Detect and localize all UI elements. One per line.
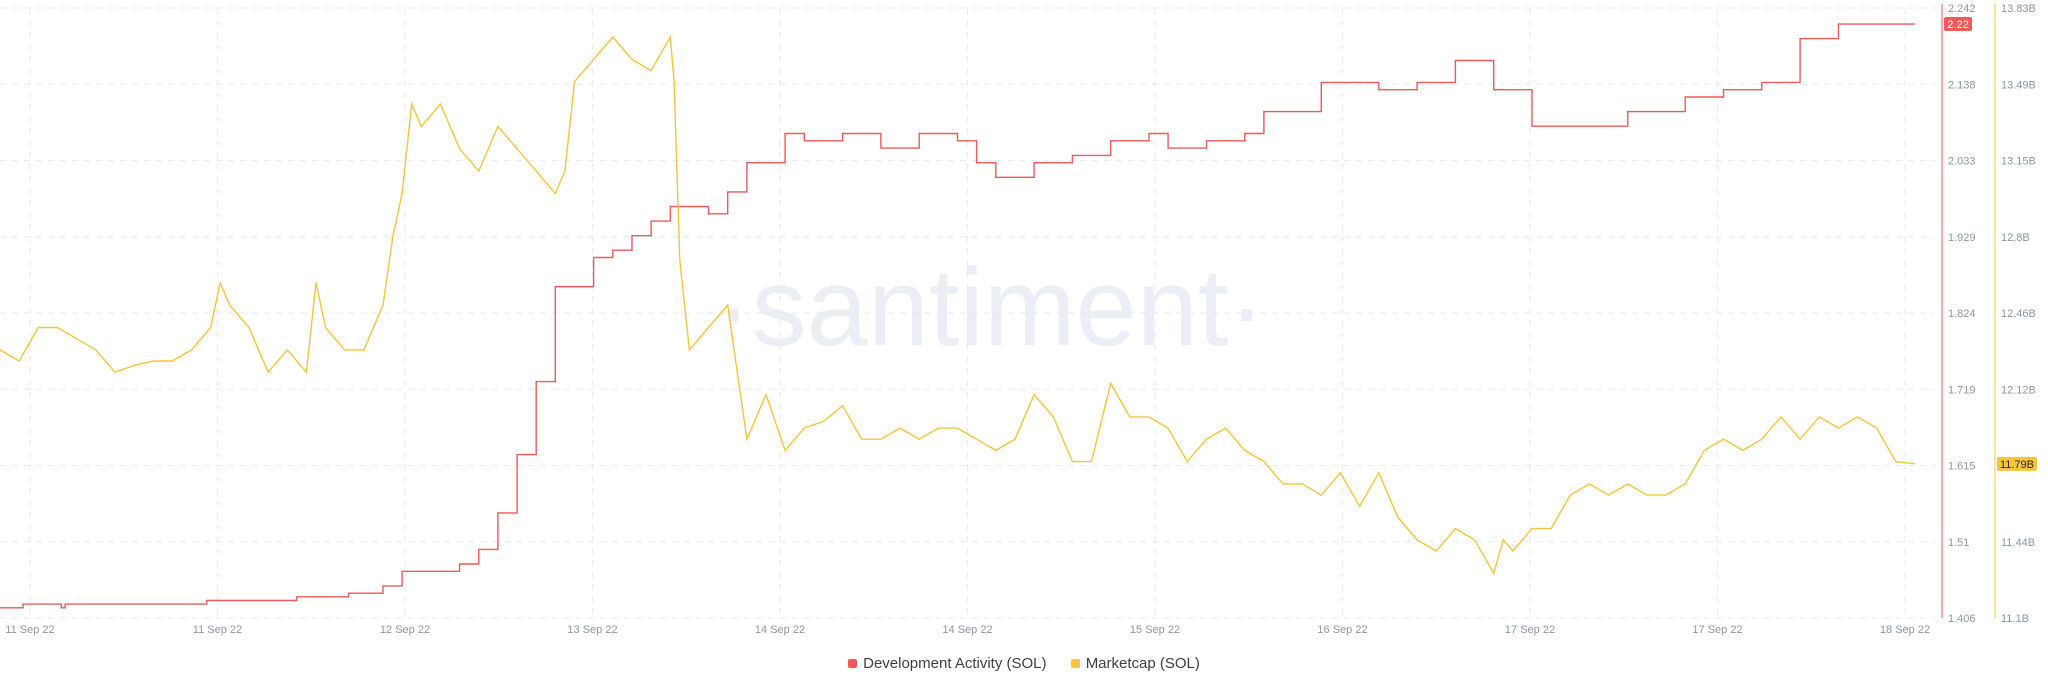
x-tick-label: 11 Sep 22 xyxy=(5,624,54,636)
y-right-tick-label: 11.1B xyxy=(2001,613,2029,625)
x-tick-label: 13 Sep 22 xyxy=(567,624,617,636)
current-value-badge-dev xyxy=(1944,17,1972,32)
y-right-tick-label: 12.12B xyxy=(2001,384,2036,396)
watermark: ·santiment· xyxy=(715,246,1265,369)
x-tick-label: 14 Sep 22 xyxy=(755,624,805,636)
y-left-tick-label: 1.929 xyxy=(1948,232,1976,244)
series-line-marketcap xyxy=(0,34,1916,576)
legend-item-marketcap[interactable]: Marketcap (SOL) xyxy=(1070,655,1200,672)
y-right-tick-label: 12.46B xyxy=(2001,308,2036,320)
x-tick-label: 16 Sep 22 xyxy=(1317,624,1367,636)
y-right-tick-label: 13.49B xyxy=(2001,79,2036,91)
current-value-dev: 2.22 xyxy=(1947,19,1968,31)
x-tick-label: 11 Sep 22 xyxy=(193,624,242,636)
legend-swatch-dev xyxy=(848,659,858,668)
y-left-tick-label: 2.242 xyxy=(1948,3,1976,15)
y-right-tick-label: 12.8B xyxy=(2001,232,2030,244)
x-tick-label: 15 Sep 22 xyxy=(1130,624,1180,636)
x-tick-label: 12 Sep 22 xyxy=(380,624,430,636)
y-left-tick-label: 1.51 xyxy=(1948,537,1969,549)
x-tick-label: 17 Sep 22 xyxy=(1692,624,1742,636)
current-value-mcap: 11.79B xyxy=(2000,459,2034,471)
legend: Development Activity (SOL) Marketcap (SO… xyxy=(0,655,2048,672)
y-left-tick-label: 2.138 xyxy=(1948,79,1976,91)
y-left-tick-label: 1.615 xyxy=(1948,461,1976,473)
y-left-tick-label: 1.824 xyxy=(1948,308,1976,320)
x-tick-label: 18 Sep 22 xyxy=(1880,624,1930,636)
legend-item-dev-activity[interactable]: Development Activity (SOL) xyxy=(848,655,1047,672)
x-tick-label: 14 Sep 22 xyxy=(942,624,992,636)
y-right-tick-label: 13.83B xyxy=(2001,3,2036,15)
y-right-tick-label: 11.44B xyxy=(2001,537,2035,549)
x-tick-label: 17 Sep 22 xyxy=(1505,624,1555,636)
y-right-tick-label: 13.15B xyxy=(2001,156,2036,168)
legend-label-mcap: Marketcap (SOL) xyxy=(1085,655,1200,672)
y-left-tick-label: 2.033 xyxy=(1948,156,1976,168)
series-line-dev-activity xyxy=(0,23,1915,609)
y-left-tick-label: 1.406 xyxy=(1948,613,1976,625)
legend-label-dev: Development Activity (SOL) xyxy=(863,655,1047,672)
y-left-tick-label: 1.719 xyxy=(1948,384,1976,396)
legend-swatch-mcap xyxy=(1070,659,1080,668)
current-value-badge-mcap xyxy=(1997,456,2037,471)
